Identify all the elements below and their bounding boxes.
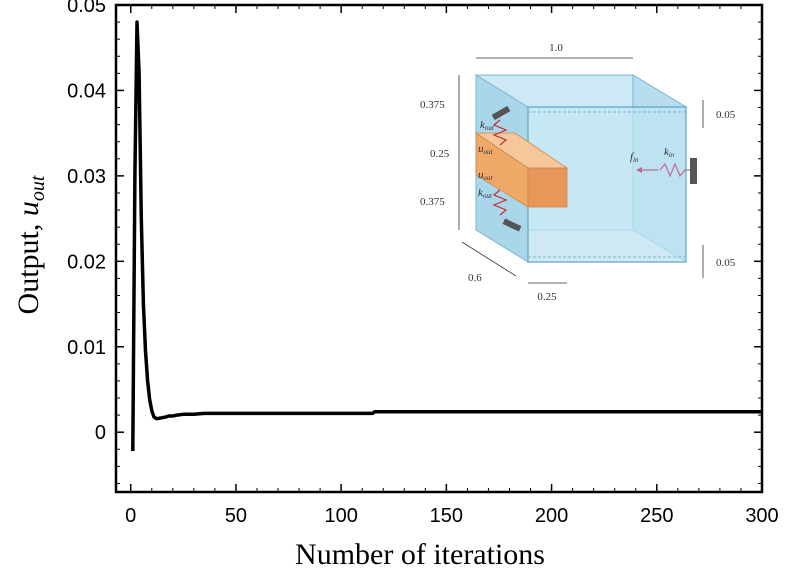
x-tick-label: 0 [125,505,136,527]
inset-label-upper: 0.375 [420,99,445,111]
inset-schematic: 1.0 0.375 0.25 0.375 0.05 0.05 0.6 0.25 … [420,42,736,303]
inset-spring-in [659,162,690,178]
y-tick-label: 0.05 [67,0,106,17]
series-line [131,20,762,452]
line-layer [131,20,762,452]
x-tick-label: 200 [535,505,568,527]
inset-label-kout-bottom: kout [478,187,493,200]
inset-support-right [690,158,697,184]
inset-load-block-side [527,167,568,208]
y-axis-title-subscript: out [27,175,49,201]
inset-label-bottom: 0.25 [537,291,557,303]
y-axis-title-prefix: Output, [12,216,45,314]
inset-label-middle: 0.25 [430,148,450,160]
y-tick-label: 0.03 [67,166,106,188]
y-tick-label: 0.01 [67,337,106,359]
inset-label-gap-top: 0.05 [716,109,736,121]
inset-near-face [527,106,687,263]
ticks-layer: 0 50 100 150 200 250 300 0 0.01 0.02 0.03 0.04 0.05 [67,0,779,527]
inset-label-gap-bottom: 0.05 [716,257,736,269]
x-axis-title: Number of iterations [295,538,545,571]
inset-spring-out-top [492,119,508,146]
x-tick-label: 300 [745,505,778,527]
inset-label-fin: fin [630,151,639,164]
y-tick-label: 0.04 [67,80,106,102]
inset-dim-depth-line [461,241,517,277]
inset-label-lower: 0.375 [420,196,445,208]
y-tick-label: 0 [95,422,106,444]
inset-force-arrowhead [636,167,642,173]
y-axis-title-symbol: u [12,201,45,216]
inset-label-kin: kin [664,146,675,159]
x-tick-label: 150 [430,505,463,527]
x-tick-label: 50 [225,505,247,527]
inset-label-uout-bottom: uout [478,169,494,182]
plot-frame [114,3,764,494]
inset-label-uout-top: uout [478,143,494,156]
y-axis-title: Output, uout [12,175,49,314]
x-tick-label: 100 [324,505,357,527]
inset-label-depth: 0.6 [468,272,482,284]
inset-label-width: 1.0 [549,42,563,54]
inset-support-top [491,105,511,121]
x-tick-label: 250 [640,505,673,527]
inset-label-kout-top: kout [480,119,495,132]
inset-support-bottom [502,218,522,232]
y-tick-label: 0.02 [67,251,106,273]
inset-spring-out-bottom [492,189,508,216]
